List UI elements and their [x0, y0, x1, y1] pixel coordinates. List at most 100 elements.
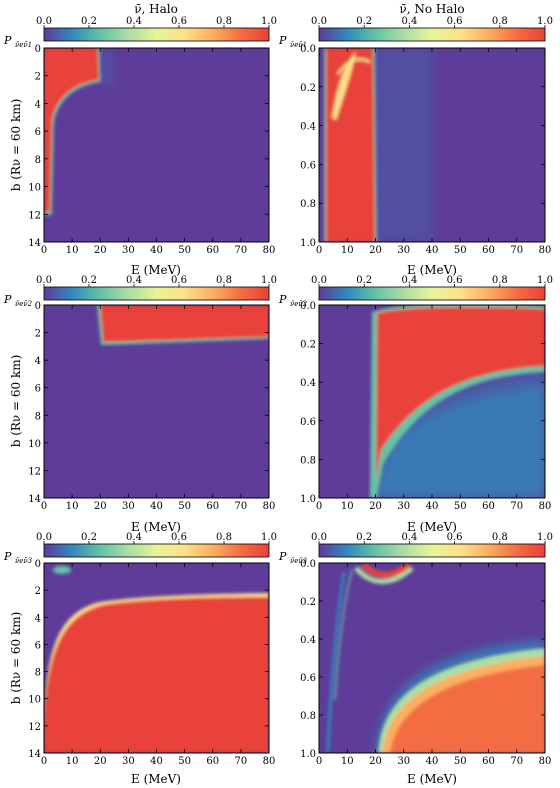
y-tick-label: 0.6 [300, 417, 316, 428]
colorbar-tick-label: 0.4 [126, 16, 142, 27]
y-tick-label: 0.4 [300, 635, 316, 646]
colorbar-tick-label: 0.0 [311, 275, 327, 286]
heatmap-halo-p3 [44, 563, 269, 753]
colorbar-tick-label: 1.0 [261, 275, 277, 286]
colorbar-tick-label: 0.0 [36, 275, 52, 286]
colorbar-tick-label: 0.6 [171, 532, 187, 543]
y-tick-label: 0 [35, 301, 41, 312]
heatmap-no-halo-p2 [319, 305, 545, 498]
x-tick-label: 70 [510, 245, 523, 256]
x-tick-label: 40 [150, 501, 163, 512]
y-tick-label: 2 [35, 72, 41, 83]
colorbar-tick-label: 0.8 [216, 275, 232, 286]
x-tick-label: 80 [539, 245, 552, 256]
x-tick-label: 50 [454, 756, 467, 767]
x-tick-label: 10 [66, 501, 79, 512]
x-tick-label: 20 [369, 501, 382, 512]
y-tick-label: 14 [28, 494, 41, 505]
colorbar-tick-label: 1.0 [537, 532, 553, 543]
x-tick-label: 30 [122, 245, 135, 256]
y-tick-label: 14 [28, 749, 41, 760]
y-tick-label: 8 [35, 155, 41, 166]
x-tick-label: 60 [206, 245, 219, 256]
colorbar-tick-label: 0.2 [356, 16, 372, 27]
colorbar-tick-label: 0.2 [81, 532, 97, 543]
colorbar-halo-p3 [43, 543, 270, 558]
prob-sub: ν̄eν̄2 [290, 300, 308, 308]
colorbar-tick-label: 1.0 [537, 16, 553, 27]
prob-sub: ν̄eν̄1 [15, 41, 32, 49]
colorbar-no-halo-p2 [318, 286, 546, 301]
colorbar-no-halo-p3 [318, 543, 546, 558]
x-tick-label: 40 [426, 756, 439, 767]
y-tick-label: 10 [28, 439, 41, 450]
x-axis-label: E (MeV) [131, 772, 181, 786]
y-tick-label: 1.0 [300, 238, 316, 249]
colorbar-tick-label: 0.4 [126, 532, 142, 543]
x-axis-label: E (MeV) [131, 263, 181, 277]
x-tick-label: 70 [235, 756, 248, 767]
y-tick-label: 8 [35, 411, 41, 422]
column-title-halo: ν̄, Halo [134, 2, 178, 16]
svg-text:P: P [3, 34, 12, 47]
x-tick-label: 10 [66, 245, 79, 256]
x-tick-label: 50 [178, 756, 191, 767]
x-tick-label: 10 [341, 501, 354, 512]
y-tick-label: 12 [28, 466, 41, 477]
y-tick-label: 1.0 [300, 494, 316, 505]
x-tick-label: 40 [426, 501, 439, 512]
heatmap-halo-p2 [44, 305, 269, 498]
x-tick-label: 50 [178, 245, 191, 256]
column-title-no-halo: ν̄, No Halo [399, 2, 464, 16]
x-tick-label: 10 [66, 756, 79, 767]
y-tick-label: 0.8 [300, 711, 316, 722]
y-tick-label: 0 [35, 559, 41, 570]
svg-text:P: P [278, 293, 287, 306]
colorbar-tick-label: 0.2 [356, 275, 372, 286]
y-tick-label: 6 [35, 640, 41, 651]
x-tick-label: 10 [341, 756, 354, 767]
colorbar-tick-label: 0.8 [492, 532, 508, 543]
colorbar-tick-label: 0.4 [126, 275, 142, 286]
heatmap-no-halo-p1 [319, 48, 545, 242]
y-tick-label: 0.4 [300, 122, 316, 133]
y-tick-label: 0.2 [300, 83, 316, 94]
x-tick-label: 60 [206, 756, 219, 767]
x-tick-label: 60 [482, 756, 495, 767]
colorbar-tick-label: 0.6 [171, 16, 187, 27]
colorbar-tick-label: 0.0 [36, 532, 52, 543]
prob-sub: ν̄eν̄1 [290, 41, 307, 49]
colorbar-tick-label: 0.8 [492, 275, 508, 286]
colorbar-tick-label: 1.0 [537, 275, 553, 286]
y-tick-label: 0.6 [300, 673, 316, 684]
colorbar-tick-label: 0.2 [81, 275, 97, 286]
y-tick-label: 0.0 [300, 301, 316, 312]
colorbar-tick-label: 0.0 [311, 16, 327, 27]
y-tick-label: 12 [28, 722, 41, 733]
y-axis-label: b (Rν = 60 km) [9, 612, 23, 705]
y-tick-label: 0.8 [300, 455, 316, 466]
y-axis-label: b (Rν = 60 km) [9, 355, 23, 448]
colorbar-tick-label: 0.2 [356, 532, 372, 543]
x-tick-label: 50 [454, 501, 467, 512]
x-axis-label: E (MeV) [131, 520, 181, 534]
x-tick-label: 80 [539, 501, 552, 512]
y-tick-label: 10 [28, 183, 41, 194]
x-tick-label: 60 [482, 501, 495, 512]
y-tick-label: 14 [28, 238, 41, 249]
y-tick-label: 4 [35, 356, 41, 367]
x-tick-label: 30 [397, 245, 410, 256]
y-axis-label: b (Rν = 60 km) [9, 99, 23, 192]
x-axis-label: E (MeV) [407, 772, 457, 786]
x-tick-label: 30 [122, 501, 135, 512]
x-tick-label: 60 [482, 245, 495, 256]
colorbar-tick-label: 0.8 [492, 16, 508, 27]
x-tick-label: 30 [397, 501, 410, 512]
prob-sub: ν̄eν̄3 [290, 557, 308, 565]
